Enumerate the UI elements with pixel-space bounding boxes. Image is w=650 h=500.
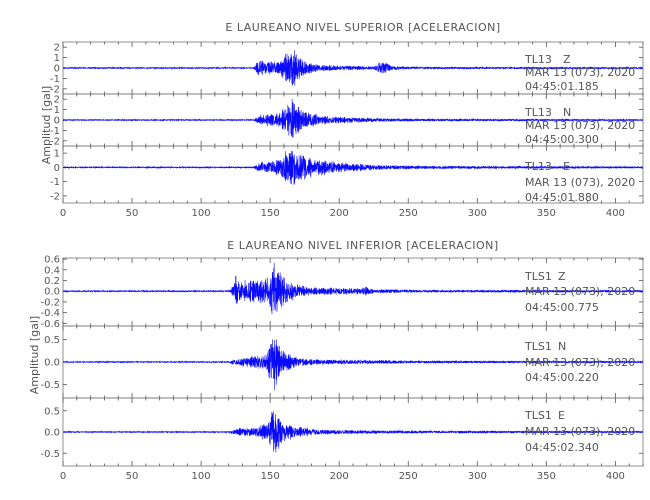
y-tick-label: 2: [54, 43, 60, 54]
panel-lower-z: -0.6-0.4-0.20.00.20.40.6 TLS1 Z MAR 13 (…: [40, 255, 644, 330]
time-label: 04:45:00.220: [525, 371, 599, 384]
y-tick-label: 0.0: [44, 428, 60, 439]
trace-upper-n: [63, 98, 643, 138]
station-label: TLS1: [524, 270, 552, 283]
station-label: TL13: [524, 53, 552, 66]
x-tick-label: 150: [261, 471, 280, 482]
station-label: TL13: [524, 106, 552, 119]
y-tick-label: -0.5: [40, 380, 60, 391]
component-label: N: [558, 340, 566, 353]
x-tick-label: 200: [330, 208, 349, 219]
y-tick-label: -2: [50, 84, 60, 95]
y-tick-label: 0.5: [44, 406, 60, 417]
x-tick-label: 50: [126, 208, 139, 219]
y-axis-label-upper: Amplitud [gal]: [40, 86, 53, 164]
x-tick-label: 150: [261, 208, 280, 219]
y-axis-ticks: -0.6-0.4-0.20.00.20.40.6: [40, 255, 644, 330]
trace-lower-z: [63, 263, 643, 315]
x-axis-upper: 0 50 100 150 200 250 300 350 400: [60, 208, 625, 219]
x-tick-label: 250: [399, 471, 418, 482]
trace-lower-e: [63, 411, 643, 453]
time-label: 04:45:00.775: [525, 301, 599, 314]
date-label: MAR 13 (073), 2020: [525, 285, 635, 298]
y-tick-label: 0: [54, 116, 60, 127]
component-label: E: [563, 160, 570, 173]
x-tick-label: 250: [399, 208, 418, 219]
x-tick-label: 100: [192, 208, 211, 219]
panel-lower-n: -0.5 0.0 0.5 TLS1 N MAR 13 (073), 2020 04:…: [40, 325, 644, 399]
y-tick-label: 0: [54, 64, 60, 75]
y-tick-label: 0.4: [44, 265, 60, 276]
time-label: 04:45:01.880: [525, 191, 599, 204]
component-label: Z: [558, 270, 566, 283]
y-tick-label: -2: [50, 191, 60, 202]
date-label: MAR 13 (073), 2020: [525, 356, 635, 369]
component-label: E: [558, 409, 565, 422]
y-tick-label: -1: [50, 126, 60, 137]
x-tick-label: 100: [192, 471, 211, 482]
station-label: TLS1: [524, 340, 552, 353]
panel-lower-e: -0.5 0.0 0.5 TLS1 E MAR 13 (073), 2020 04:…: [40, 397, 644, 467]
y-tick-label: -0.5: [40, 449, 60, 460]
chart-title-lower: E LAUREANO NIVEL INFERIOR [ACELERACION]: [227, 239, 498, 252]
y-tick-label: -0.6: [40, 319, 60, 330]
y-axis-ticks: -0.5 0.0 0.5: [40, 398, 644, 466]
y-axis-ticks: -2 -1 0 1: [50, 146, 644, 203]
y-tick-label: 0.2: [44, 276, 60, 287]
x-tick-label: 400: [606, 208, 625, 219]
station-label: TL13: [524, 160, 552, 173]
x-tick-label: 50: [126, 471, 139, 482]
y-tick-label: 1: [54, 105, 60, 116]
date-label: MAR 13 (073), 2020: [525, 66, 635, 79]
x-tick-label: 200: [330, 471, 349, 482]
chart-lower: E LAUREANO NIVEL INFERIOR [ACELERACION] …: [28, 239, 644, 482]
y-tick-label: 0.0: [44, 358, 60, 369]
y-tick-label: 2: [54, 95, 60, 106]
x-tick-label: 350: [537, 208, 556, 219]
station-label: TLS1: [524, 409, 552, 422]
x-tick-label: 300: [468, 208, 487, 219]
x-tick-label: 350: [537, 471, 556, 482]
panel-upper-e: -2 -1 0 1 TL13 E MAR 13 (073), 2020 04:45:0…: [50, 145, 644, 204]
y-tick-label: 1: [54, 149, 60, 160]
chart-upper: E LAUREANO NIVEL SUPERIOR [ACELERACION] …: [40, 21, 644, 219]
y-tick-label: 1: [54, 53, 60, 64]
x-tick-label: 0: [60, 208, 66, 219]
trace-upper-e: [63, 150, 643, 185]
y-tick-label: -2: [50, 136, 60, 147]
time-label: 04:45:01.185: [525, 80, 599, 93]
y-tick-label: -0.4: [40, 308, 60, 319]
chart-title-upper: E LAUREANO NIVEL SUPERIOR [ACELERACION]: [225, 21, 500, 34]
y-tick-label: -1: [50, 74, 60, 85]
y-axis-ticks: -0.5 0.0 0.5: [40, 326, 644, 398]
time-label: 04:45:00.300: [525, 133, 599, 146]
date-label: MAR 13 (073), 2020: [525, 119, 635, 132]
trace-upper-z: [63, 50, 643, 86]
x-tick-label: 400: [606, 471, 625, 482]
x-axis-lower: 0 50 100 150 200 250 300 350 400: [60, 471, 625, 482]
date-label: MAR 13 (073), 2020: [525, 425, 635, 438]
y-tick-label: 0: [54, 163, 60, 174]
y-tick-label: 0.5: [44, 335, 60, 346]
component-label: N: [563, 106, 571, 119]
y-tick-label: -1: [50, 177, 60, 188]
y-axis-label-lower: Amplitud [gal]: [28, 316, 41, 394]
x-tick-label: 300: [468, 471, 487, 482]
time-label: 04:45:02.340: [525, 441, 599, 454]
y-tick-label: 0.0: [44, 287, 60, 298]
component-label: Z: [563, 53, 571, 66]
date-label: MAR 13 (073), 2020: [525, 176, 635, 189]
y-tick-label: -0.2: [40, 297, 60, 308]
trace-lower-n: [63, 339, 643, 391]
y-tick-label: 0.6: [44, 255, 60, 266]
x-tick-label: 0: [60, 471, 66, 482]
